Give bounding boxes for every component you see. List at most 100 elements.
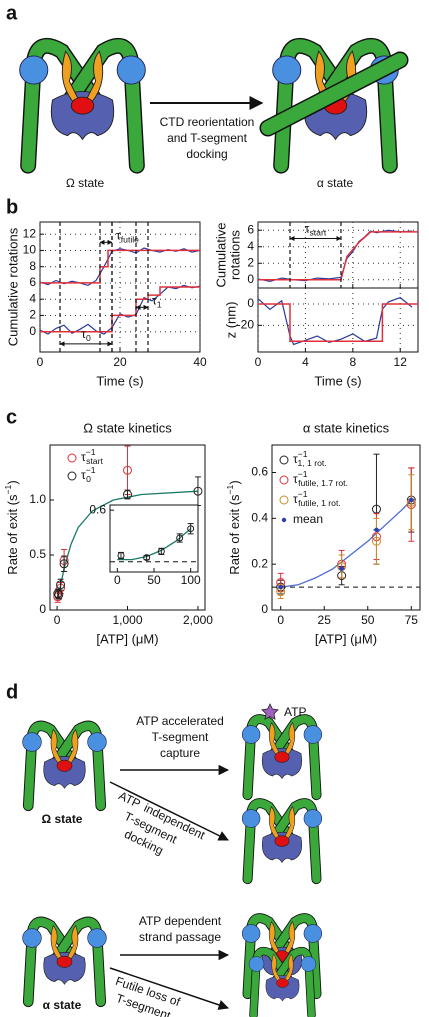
chart-title: Ω state kinetics xyxy=(83,420,172,435)
atp-star xyxy=(261,703,279,720)
data-point xyxy=(409,497,414,503)
legend-label-symbol: τ xyxy=(293,452,298,466)
annotation-label: τ1 xyxy=(152,293,162,309)
y-tick-label: 10 xyxy=(23,243,37,257)
x-tick-label: 1,000 xyxy=(112,613,142,627)
y-axis-label-text: Rate of exit (s xyxy=(227,494,242,575)
data-point xyxy=(53,589,63,598)
legend-label: τ−1 futile, 1 rot. xyxy=(293,489,341,508)
y-axis-label-sup: −1 xyxy=(3,484,13,494)
arrow-text: capture xyxy=(160,746,200,760)
state-caption: Ω state xyxy=(66,176,105,190)
plot-area xyxy=(109,504,199,573)
y-tick-label: 0 xyxy=(29,324,36,338)
x-axis-label: [ATP] (μM) xyxy=(315,631,377,646)
arrow-text: T-segment xyxy=(152,730,209,744)
legend-label-symbol: τ xyxy=(81,450,86,464)
enzyme-cartoon xyxy=(242,719,322,795)
arrow-text: CTD reorientation xyxy=(160,115,255,129)
data-point xyxy=(117,552,125,560)
legend-label-sup: −1 xyxy=(298,469,308,479)
y-axis-label: Cumulative rotations xyxy=(213,222,242,287)
annotation-label-sub: start xyxy=(309,228,326,238)
y-tick-label: 4 xyxy=(29,291,36,305)
y-tick-label: 0.2 xyxy=(251,556,268,570)
x-tick-label: 25 xyxy=(318,613,332,627)
annotation-label: τstart xyxy=(305,222,327,238)
x-tick-label: 50 xyxy=(361,613,375,627)
legend-label: τ−1 1, 1 rot. xyxy=(293,449,327,468)
y-tick-label: 2 xyxy=(247,255,254,269)
annotation-label: τ0 xyxy=(81,327,91,343)
y-tick-label: 0 xyxy=(39,602,46,616)
x-tick-label: 100 xyxy=(181,573,201,587)
y-axis-label: Rate of exit (s−1) xyxy=(225,480,242,574)
x-tick-label: 20 xyxy=(113,355,127,369)
enzyme-cartoon xyxy=(20,46,146,166)
annotation-label-sub: 0 xyxy=(86,333,91,343)
x-tick-label: 0 xyxy=(255,355,262,369)
arrow xyxy=(109,967,229,1010)
x-tick-label: 0 xyxy=(114,573,121,587)
annotation-label-symbol: τ xyxy=(116,228,121,242)
annotation-label: τfutile xyxy=(116,228,139,244)
annotation-label-symbol: τ xyxy=(152,293,157,307)
data-point xyxy=(187,525,195,533)
legend-marker xyxy=(281,517,287,523)
annotation-label-symbol: τ xyxy=(305,222,310,236)
y-tick-label: 0 xyxy=(261,602,268,616)
x-tick-label: 40 xyxy=(193,355,207,369)
data-line xyxy=(39,284,201,335)
panel-label: d xyxy=(6,681,18,703)
state-caption: α state xyxy=(317,176,354,190)
data-point xyxy=(59,559,69,569)
y-tick-label: 0 xyxy=(247,272,254,286)
legend-label: τ−1 0 xyxy=(81,465,96,484)
data-point xyxy=(143,554,151,562)
y-tick-label: 8 xyxy=(29,259,36,273)
chart-title: α state kinetics xyxy=(303,420,390,435)
arrow-text: ATP accelerated xyxy=(136,714,224,728)
legend-label-symbol: τ xyxy=(293,492,298,506)
plot-area xyxy=(257,221,419,289)
legend-label-sub: start xyxy=(86,456,103,466)
y-tick-label: 1.0 xyxy=(29,492,46,506)
data-line xyxy=(56,490,199,600)
legend-marker xyxy=(279,455,289,465)
legend-label-sub: 1, 1 rot. xyxy=(297,458,326,468)
x-tick-label: 0 xyxy=(54,613,61,627)
y-axis-label-text: Rate of exit (s xyxy=(5,494,20,575)
data-point xyxy=(123,490,132,499)
data-point xyxy=(278,584,283,590)
y-axis-label-after: ) xyxy=(227,480,242,484)
data-point xyxy=(56,580,66,590)
plot-area xyxy=(271,444,421,611)
y-tick-label: 0.6 xyxy=(89,502,106,516)
x-tick-label: 0 xyxy=(37,355,44,369)
y-axis-label: z (nm) xyxy=(223,302,238,339)
y-tick-label: 6 xyxy=(247,222,254,236)
x-tick-label: 12 xyxy=(394,355,408,369)
y-tick-label: 0.6 xyxy=(251,465,268,479)
data-point xyxy=(157,547,165,555)
x-axis-label: Time (s) xyxy=(314,373,361,388)
y-axis-label: Cumulative rotations xyxy=(213,222,242,287)
legend-label-sup: −1 xyxy=(298,489,308,499)
annotation-label-sub: 1 xyxy=(157,300,162,310)
y-axis-label: Rate of exit (s−1) xyxy=(3,480,20,574)
y-tick-label: 2 xyxy=(29,308,36,322)
data-line xyxy=(258,231,418,281)
arrow xyxy=(109,781,229,841)
data-point xyxy=(123,465,132,475)
y-tick-label: 12 xyxy=(23,226,37,240)
legend-label: mean xyxy=(293,512,323,526)
x-tick-label: 75 xyxy=(405,613,419,627)
legend-marker xyxy=(279,475,289,485)
y-axis-label: Cumulative xyxy=(213,222,228,287)
panel-label: b xyxy=(6,196,18,218)
y-axis-label: Rate of exit (s−1) xyxy=(225,480,242,574)
y-axis-label: rotations xyxy=(227,230,242,280)
x-tick-label: 8 xyxy=(349,355,356,369)
panel-label: c xyxy=(6,406,17,428)
